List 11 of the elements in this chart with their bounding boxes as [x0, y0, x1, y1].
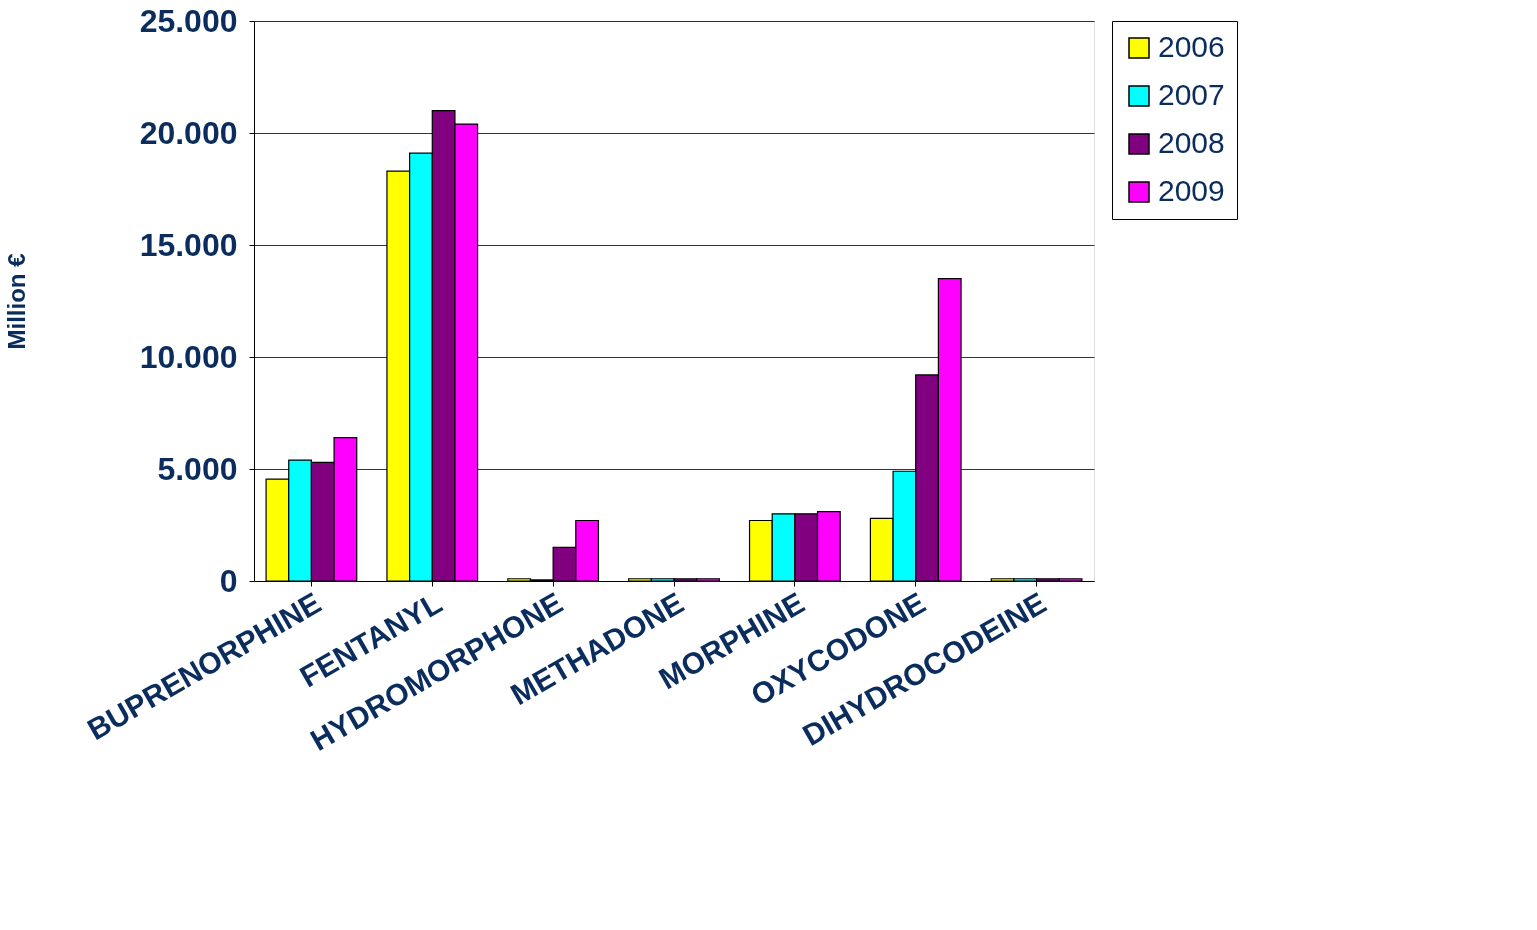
y-tick-label: 5.000: [157, 450, 238, 487]
y-tick-label: 15.000: [139, 226, 238, 263]
y-tick-label: 20.000: [139, 114, 238, 151]
legend-label: 2006: [1158, 30, 1225, 63]
y-tick-label: 0: [219, 562, 238, 599]
legend-label: 2009: [1158, 174, 1225, 207]
y-axis-title: Million €: [2, 253, 30, 350]
y-tick-label: 25.000: [139, 2, 238, 39]
legend-label: 2007: [1158, 78, 1225, 111]
legend-label: 2008: [1158, 126, 1225, 159]
y-tick-label: 10.000: [139, 338, 238, 375]
